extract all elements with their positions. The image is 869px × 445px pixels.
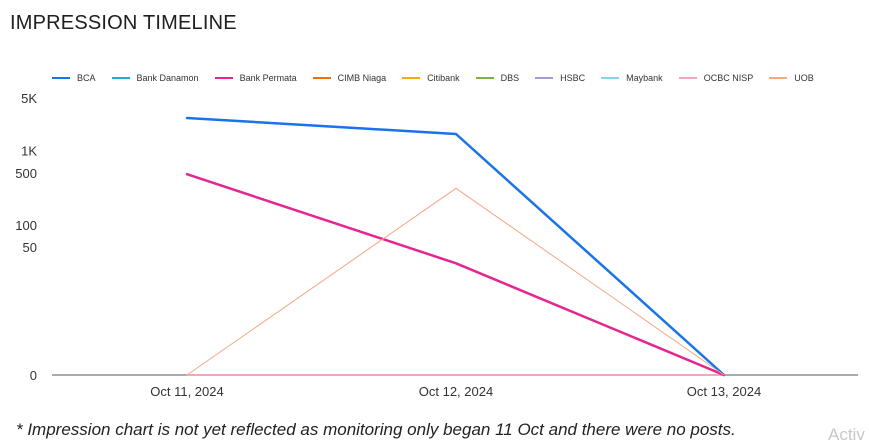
legend-swatch <box>312 77 331 79</box>
series-line-bca <box>185 116 726 377</box>
legend-item-citibank[interactable]: Citibank <box>402 73 460 83</box>
legend-swatch <box>535 77 554 79</box>
legend-swatch <box>601 77 620 79</box>
legend-item-uob[interactable]: UOB <box>769 73 814 83</box>
legend-swatch <box>678 77 697 79</box>
chart-footnote: * Impression chart is not yet reflected … <box>16 420 736 439</box>
legend-swatch <box>769 77 788 79</box>
legend-swatch <box>475 77 494 79</box>
legend-item-ocbc-nisp[interactable]: OCBC NISP <box>678 73 754 83</box>
y-tick-label: 50 <box>23 240 37 255</box>
legend-swatch <box>111 77 130 79</box>
legend-swatch <box>402 77 421 79</box>
legend-item-bank-permata[interactable]: Bank Permata <box>214 73 297 83</box>
legend-label: BCA <box>77 73 96 83</box>
series-line-bank-permata <box>185 172 726 377</box>
legend-swatch <box>52 77 70 79</box>
x-tick-label: Oct 13, 2024 <box>687 384 761 399</box>
legend-item-maybank[interactable]: Maybank <box>601 73 663 83</box>
chart-title: IMPRESSION TIMELINE <box>10 12 237 34</box>
legend-label: DBS <box>500 73 520 83</box>
legend-label: HSBC <box>560 73 586 83</box>
legend-label: Bank Danamon <box>136 73 199 83</box>
legend-label: Citibank <box>427 73 460 83</box>
legend-item-bank-danamon[interactable]: Bank Danamon <box>111 73 199 83</box>
y-tick-label: 1K <box>21 143 37 158</box>
legend-label: OCBC NISP <box>703 73 754 83</box>
legend-label: CIMB Niaga <box>337 73 387 83</box>
series-line-uob <box>186 187 725 376</box>
x-tick-label: Oct 11, 2024 <box>150 384 223 399</box>
y-tick-label: 100 <box>15 218 37 233</box>
y-tick-label: 0 <box>30 368 37 383</box>
y-tick-label: 5K <box>21 91 37 106</box>
legend-label: Maybank <box>626 73 663 83</box>
legend-item-bca[interactable]: BCA <box>52 73 96 83</box>
activation-watermark: Activ <box>828 425 865 444</box>
legend-label: UOB <box>794 73 814 83</box>
legend-label: Bank Permata <box>239 73 297 83</box>
legend-item-cimb-niaga[interactable]: CIMB Niaga <box>312 73 387 83</box>
y-tick-label: 500 <box>15 166 37 181</box>
x-tick-label: Oct 12, 2024 <box>419 384 493 399</box>
legend-item-hsbc[interactable]: HSBC <box>535 73 585 83</box>
chart-legend: BCA Bank Danamon Bank Permata CIMB Niaga Cit… <box>52 73 830 83</box>
legend-swatch <box>214 77 233 79</box>
legend-item-dbs[interactable]: DBS <box>475 73 520 83</box>
